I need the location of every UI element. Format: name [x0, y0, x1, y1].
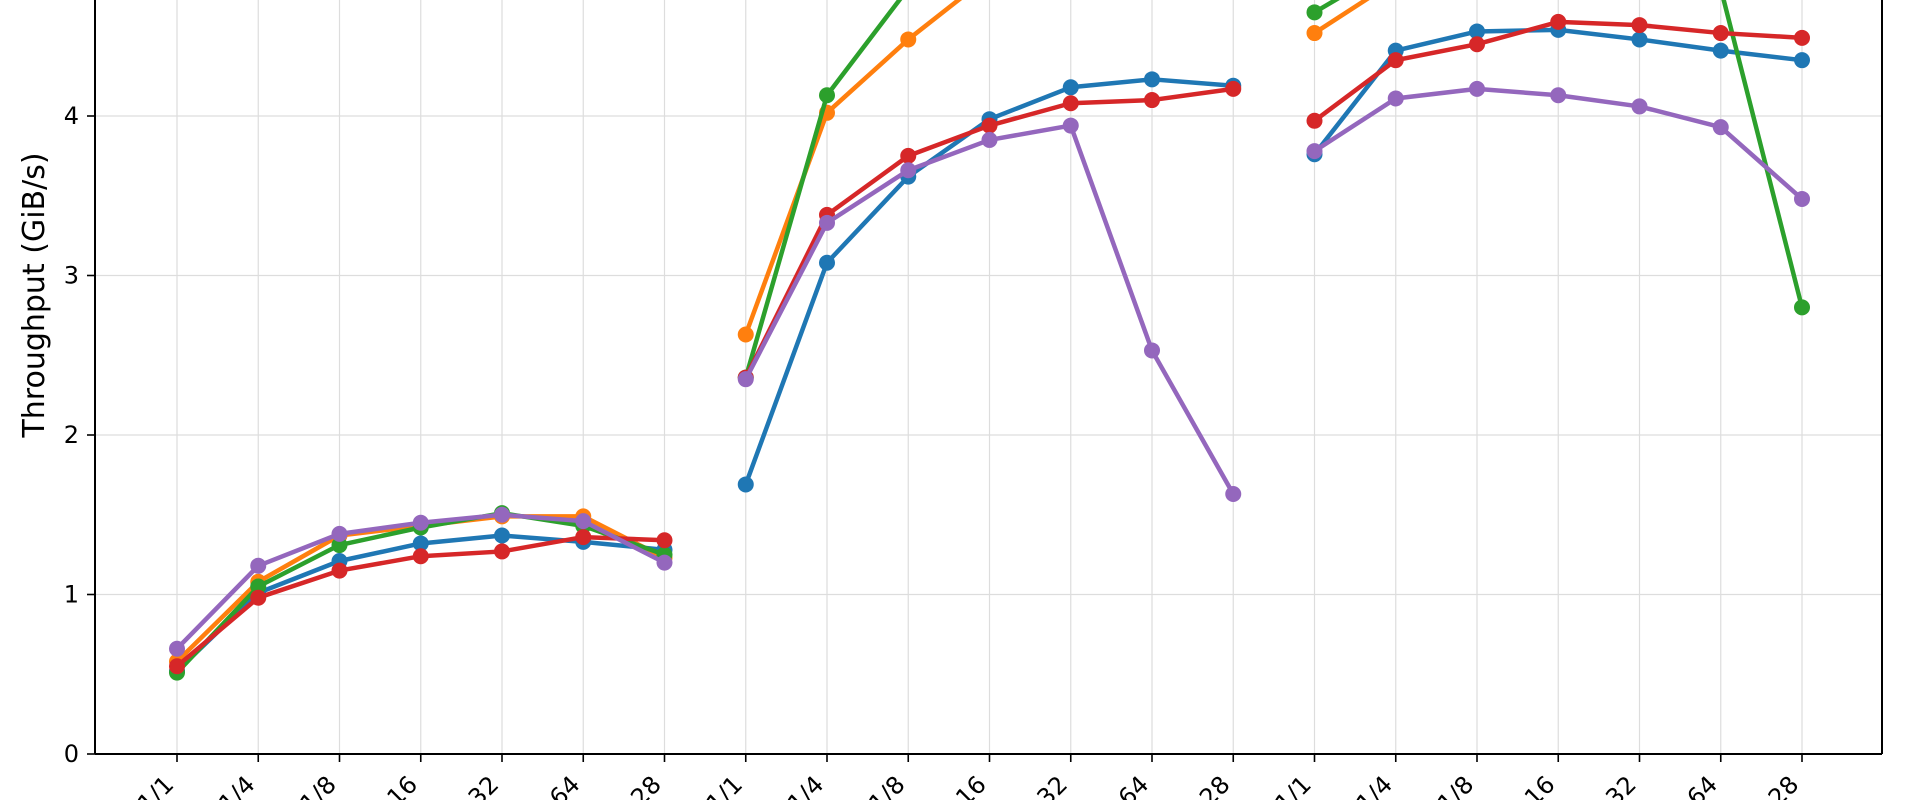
data-point: [1387, 90, 1404, 107]
x-tick-label: 64: [544, 770, 585, 800]
series-line: [1312, 0, 1370, 36]
data-point: [1631, 31, 1648, 48]
y-tick-label: 2: [64, 421, 79, 449]
y-tick-label: 0: [64, 740, 79, 768]
x-tick-label: 28: [1763, 770, 1804, 800]
ticks: 0 1 2 3 4 1/1 1/4 1/8 16 32 64 28 1/1 1/4 1/8 16 32 64 28 1…: [64, 102, 1805, 800]
x-tick-label: 32: [463, 770, 504, 800]
data-point: [331, 537, 348, 554]
data-point: [900, 162, 917, 179]
data-point: [575, 513, 592, 530]
series-line: [743, 0, 963, 337]
x-tick-label: 1/1: [132, 770, 179, 800]
x-tick-label: 64: [1113, 770, 1154, 800]
x-tick-label: 28: [625, 770, 666, 800]
data-point: [1631, 98, 1648, 115]
data-point: [575, 529, 592, 546]
data-point: [1794, 299, 1810, 316]
data-point: [1712, 119, 1729, 136]
data-point: [981, 131, 998, 148]
data-point: [1144, 92, 1160, 109]
data-point: [250, 557, 267, 574]
data-point: [1306, 143, 1323, 160]
series-line: [1721, 0, 1805, 310]
data-point: [1062, 117, 1079, 134]
data-point: [737, 476, 754, 493]
data-point: [331, 562, 348, 579]
x-tick-label: 1/1: [1270, 770, 1317, 800]
x-tick-label: 64: [1682, 770, 1723, 800]
data-point: [1794, 190, 1810, 207]
x-tick-label: 1/8: [295, 770, 342, 800]
data-point: [494, 543, 510, 560]
data-point: [1062, 79, 1079, 96]
data-point: [1794, 29, 1810, 46]
y-tick-label: 4: [64, 102, 79, 130]
data-point: [1469, 80, 1485, 97]
data-point: [331, 525, 348, 542]
data-point: [1712, 42, 1729, 59]
x-tick-label: 28: [1194, 770, 1235, 800]
x-tick-label: 1/1: [701, 770, 748, 800]
data-point: [1062, 95, 1079, 112]
data-point: [1794, 52, 1810, 69]
data-point: [981, 117, 998, 134]
data-point: [737, 326, 754, 343]
data-point: [494, 506, 510, 523]
data-point: [169, 640, 185, 657]
x-tick-label: 1/4: [782, 770, 829, 800]
y-tick-label: 1: [64, 581, 79, 609]
data-point: [494, 527, 510, 544]
data-point: [1306, 4, 1323, 21]
data-point: [1144, 342, 1160, 359]
data-point: [1225, 486, 1242, 503]
data-point: [412, 535, 429, 552]
x-tick-label: 32: [1032, 770, 1073, 800]
x-tick-label: 16: [950, 770, 991, 800]
data-point: [412, 514, 429, 531]
data-point: [1225, 80, 1242, 97]
data-point: [1631, 17, 1648, 34]
x-tick-label: 16: [382, 770, 423, 800]
series-line: [1312, 0, 1340, 15]
data-point: [900, 31, 917, 48]
axes: [94, 0, 1883, 755]
data-point: [1306, 25, 1323, 42]
data-point: [169, 658, 185, 675]
data-point: [1387, 52, 1404, 69]
data-point: [1550, 13, 1567, 30]
x-tick-label: 16: [1519, 770, 1560, 800]
data-point: [900, 147, 917, 164]
y-tick-label: 3: [64, 262, 79, 290]
data-point: [737, 371, 754, 388]
data-point: [656, 532, 673, 549]
data-point: [1712, 25, 1729, 42]
x-tick-label: 1/4: [213, 770, 260, 800]
data-point: [819, 254, 835, 271]
x-tick-label: 1/8: [1432, 770, 1479, 800]
x-tick-label: 1/8: [863, 770, 910, 800]
data-point: [1550, 87, 1567, 104]
data-point: [1144, 71, 1160, 88]
data-point: [819, 87, 835, 104]
data-point: [412, 548, 429, 565]
data-point: [1306, 112, 1323, 129]
data-point: [1469, 36, 1485, 53]
series-layer: [169, 0, 1810, 681]
data-point: [1469, 23, 1485, 40]
x-tick-label: 1/4: [1351, 770, 1398, 800]
x-tick-label: 32: [1600, 770, 1641, 800]
y-axis-label: Throughput (GiB/s): [17, 152, 52, 438]
data-point: [819, 214, 835, 231]
data-point: [656, 554, 673, 571]
data-point: [250, 589, 267, 606]
data-point: [250, 578, 267, 595]
